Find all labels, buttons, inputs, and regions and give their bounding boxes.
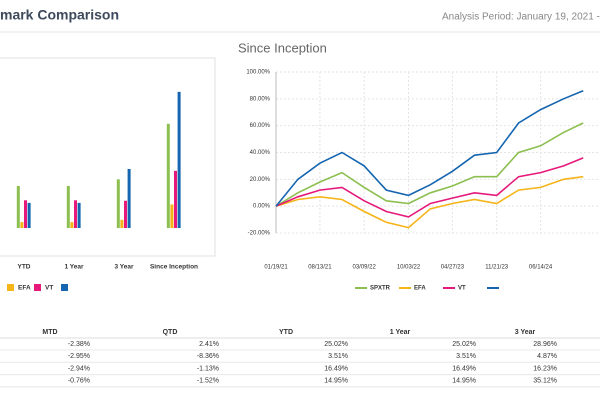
column-header: QTD xyxy=(163,329,178,336)
column-header: 3 Year xyxy=(515,329,536,336)
legend-label: VT xyxy=(45,285,53,292)
y-tick-label: 100.00% xyxy=(246,70,270,76)
legend-label: VT xyxy=(458,286,466,292)
y-tick-label: 40.00% xyxy=(250,150,271,156)
y-tick-label: -20.00% xyxy=(248,231,271,237)
y-tick-label: 60.00% xyxy=(250,123,271,129)
table-cell: -2.95% xyxy=(68,353,90,360)
x-tick-label: YTD xyxy=(18,264,31,271)
legend-label: EFA xyxy=(18,285,31,292)
table-cell: 16.23% xyxy=(533,365,557,372)
column-header: 1 Year xyxy=(390,329,411,336)
series-line xyxy=(275,157,584,218)
table-cell: 28.96% xyxy=(533,341,557,348)
column-header: MTD xyxy=(42,329,57,336)
series-line xyxy=(275,90,584,207)
table-cell: -1.13% xyxy=(197,365,219,372)
legend-swatch xyxy=(34,284,41,291)
table-cell: 25.02% xyxy=(324,341,348,348)
line-chart-title: Since Inception xyxy=(238,40,327,55)
analysis-period: Analysis Period: January 19, 2021 - Dece… xyxy=(442,12,600,23)
legend-swatch xyxy=(61,284,68,291)
table-cell: 3.51% xyxy=(328,353,348,360)
bar xyxy=(170,204,174,228)
bar xyxy=(166,123,170,228)
table-cell: -1.52% xyxy=(197,378,219,385)
x-tick-label: 01/19/21 xyxy=(264,265,288,271)
bar xyxy=(127,168,131,228)
bar xyxy=(116,179,120,228)
table-cell: 14.95% xyxy=(452,378,476,385)
x-tick-label: 03/09/22 xyxy=(353,265,377,271)
table-cell: 3.51% xyxy=(456,353,476,360)
bar xyxy=(177,91,181,228)
table-cell: 4.87% xyxy=(537,353,557,360)
x-tick-label: 08/13/21 xyxy=(308,265,332,271)
bar xyxy=(174,170,177,228)
y-tick-label: 20.00% xyxy=(250,177,271,183)
table-cell: 35.12% xyxy=(533,378,557,385)
x-tick-label: 3 Year xyxy=(114,264,134,271)
x-tick-label: 10/03/22 xyxy=(397,265,421,271)
table-cell: -2.94% xyxy=(68,365,90,372)
legend-label: EFA xyxy=(414,286,426,292)
x-tick-label: 11/21/23 xyxy=(485,265,509,271)
bar xyxy=(77,202,81,228)
bar xyxy=(27,202,31,228)
table-cell: -0.76% xyxy=(68,378,90,385)
x-tick-label: Since Inception xyxy=(150,264,198,271)
bar xyxy=(24,200,27,228)
legend-label: SPXTR xyxy=(370,286,391,292)
bar-panel xyxy=(0,57,216,257)
table-cell: -8.36% xyxy=(197,353,219,360)
bar xyxy=(124,200,127,228)
x-tick-label: 04/27/23 xyxy=(441,265,465,271)
page-title: mark Comparison xyxy=(0,7,119,23)
column-header: YTD xyxy=(279,329,293,336)
table-cell: 16.49% xyxy=(452,365,476,372)
legend-swatch xyxy=(7,284,14,291)
table-cell: 14.95% xyxy=(324,378,348,385)
series-line xyxy=(275,175,584,229)
table-cell: -2.38% xyxy=(68,341,90,348)
table-cell: 2.41% xyxy=(199,341,219,348)
bar xyxy=(70,222,74,228)
bar xyxy=(120,219,124,228)
x-tick-label: 06/14/24 xyxy=(529,265,553,271)
bar xyxy=(74,200,77,228)
table-cell: 25.02% xyxy=(452,341,476,348)
y-tick-label: 0.00% xyxy=(253,204,271,210)
x-tick-label: 1 Year xyxy=(64,264,84,271)
bar xyxy=(66,185,70,228)
series-line xyxy=(275,122,584,207)
y-tick-label: 80.00% xyxy=(250,96,271,102)
table-cell: 16.49% xyxy=(324,365,348,372)
bar xyxy=(16,185,20,228)
bar xyxy=(20,222,24,228)
